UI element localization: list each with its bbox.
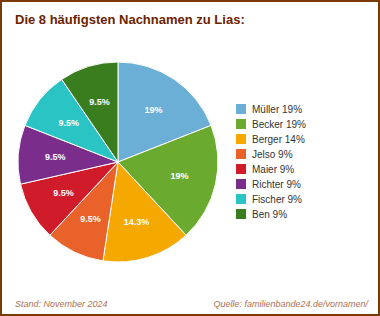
annotation: Quelle: familienbande24.de/vornamen/ [213, 299, 369, 309]
legend-swatch [236, 149, 246, 159]
legend-swatch [236, 194, 246, 204]
legend: Müller 19% Becker 19% Berger 14% Jelso 9% Ma… [236, 104, 306, 220]
legend-label: Ben 9% [252, 209, 287, 220]
data-label: 19% [170, 171, 188, 181]
chart: Die 8 häufigsten Nachnamen zu Lias:19%19… [0, 0, 380, 316]
data-label: 9.5% [53, 188, 74, 198]
annotation: Stand: November 2024 [15, 299, 108, 309]
legend-item: Maier 9% [236, 164, 294, 175]
legend-item: Fischer 9% [236, 194, 302, 205]
legend-label: Jelso 9% [252, 149, 293, 160]
legend-label: Berger 14% [252, 134, 305, 145]
data-labels: 19% 19% 14.3% 9.5% 9.5% 9.5% 9.5% 9.5% [45, 97, 189, 227]
legend-label: Richter 9% [252, 179, 301, 190]
data-label: 14.3% [124, 217, 150, 227]
data-label: 9.5% [89, 97, 110, 107]
legend-item: Ben 9% [236, 209, 287, 220]
data-label: 9.5% [45, 152, 66, 162]
slice [62, 62, 118, 162]
legend-swatch [236, 164, 246, 174]
legend-item: Müller 19% [236, 104, 302, 115]
legend-swatch [236, 179, 246, 189]
legend-item: Jelso 9% [236, 149, 293, 160]
legend-item: Berger 14% [236, 134, 305, 145]
legend-swatch [236, 134, 246, 144]
data-label: 9.5% [80, 214, 101, 224]
legend-label: Müller 19% [252, 104, 302, 115]
data-label: 19% [144, 105, 162, 115]
legend-swatch [236, 104, 246, 114]
title: Die 8 häufigsten Nachnamen zu Lias: [15, 12, 245, 27]
legend-label: Fischer 9% [252, 194, 302, 205]
legend-item: Becker 19% [236, 119, 306, 130]
legend-item: Richter 9% [236, 179, 301, 190]
frame [1, 1, 379, 315]
legend-swatch [236, 119, 246, 129]
legend-swatch [236, 209, 246, 219]
legend-label: Maier 9% [252, 164, 294, 175]
data-label: 9.5% [59, 118, 80, 128]
legend-label: Becker 19% [252, 119, 306, 130]
pie [18, 62, 218, 262]
